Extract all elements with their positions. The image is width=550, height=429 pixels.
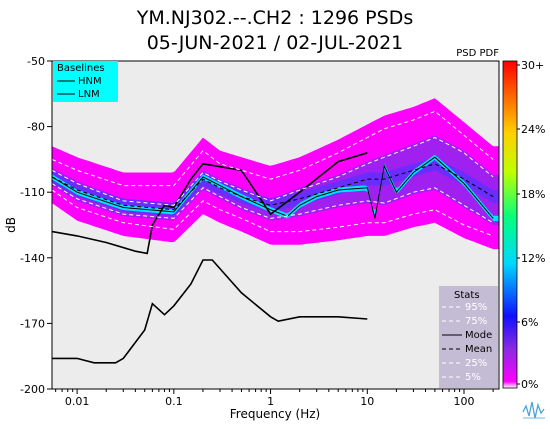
colorbar-tick-label: 6% [521,316,538,329]
y-tick-label: -140 [20,252,45,265]
logo-icon [521,397,547,421]
stats-mode-label: Mode [465,330,492,341]
stats-75-label: 75% [465,316,487,327]
stats-mean-label: Mean [465,344,492,355]
colorbar [502,60,518,389]
colorbar-tick-label: 0% [521,378,538,391]
y-tick-label: -110 [20,186,45,199]
y-tick-label: -170 [20,317,45,330]
x-tick-label: 0.01 [65,395,90,408]
chart-title-line-2: 05-JUN-2021 / 02-JUL-2021 [147,32,404,54]
lnm-legend-label: LNM [78,89,100,100]
colorbar-tick-label: 24% [521,123,545,136]
y-tick-label: -50 [27,55,45,68]
series-line-5-percentile [52,189,494,237]
x-tick-label: 0.1 [165,395,183,408]
stats-legend-title: Stats [454,290,480,301]
series-line-hnm [52,152,368,255]
x-tick-label: 1 [267,395,274,408]
series-line-75-percentile [52,136,494,206]
x-tick-label: 100 [454,395,475,408]
hnm-legend-label: HNM [78,76,102,87]
stats-25-label: 25% [465,358,487,369]
series-line-25-percentile [52,183,494,224]
axis-ticks: 0.01 0.1 1 10 100 -50 -80 -110 -140 -170 -200 [20,55,494,408]
stats-5-label: 5% [465,372,481,383]
series-line-mean [52,163,494,211]
stats-legend: Stats 95% 75% Mode Mean 25% 5% [439,286,498,388]
baselines-legend: Baselines HNM LNM [53,61,118,102]
colorbar-ticks: 30+ 24% 18% 12% 6% 0% [517,59,545,391]
colorbar-tick-label: 18% [521,188,545,201]
stats-95-label: 95% [465,302,487,313]
y-tick-label: -200 [20,383,45,396]
series-line-mode [52,156,494,219]
colorbar-tick-label: 12% [521,252,545,265]
series-line-lnm [52,259,368,364]
x-axis-title: Frequency (Hz) [230,407,321,421]
plot-frame [51,60,500,390]
series-lines [52,110,494,364]
x-tick-label: 10 [360,395,374,408]
y-tick-label: -80 [27,121,45,134]
colorbar-title: PSD PDF [456,48,499,59]
colorbar-tick-label: 30+ [521,59,544,72]
chart-title-line-1: YM.NJ302.--.CH2 : 1296 PSDs [136,7,413,29]
y-axis-title: dB [4,217,18,233]
stats-legend-box [439,286,498,388]
baselines-legend-title: Baselines [57,63,105,74]
series-line-95-percentile [52,110,494,187]
